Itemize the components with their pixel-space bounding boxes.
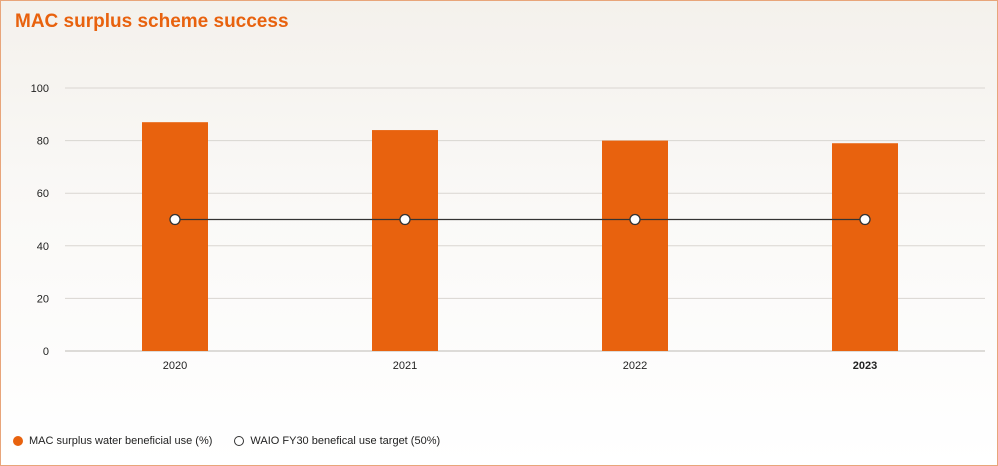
bar-2023[interactable]: [832, 143, 898, 351]
legend-label-target: WAIO FY30 benefical use target (50%): [250, 435, 441, 447]
y-tick-label: 40: [37, 241, 49, 253]
legend-label-beneficial-use: MAC surplus water beneficial use (%): [29, 435, 213, 447]
target-line-series: [169, 213, 871, 226]
x-tick-label: 2022: [623, 360, 647, 372]
x-tick-label: 2021: [393, 360, 417, 372]
legend-item-beneficial-use[interactable]: MAC surplus water beneficial use (%): [13, 435, 212, 447]
axis-labels: 0 20 40 60 80 100 2020 2021 2022 2023: [31, 83, 878, 372]
legend-hollow-circle-icon: [234, 436, 245, 446]
x-tick-label: 2020: [163, 360, 187, 372]
chart-title: MAC surplus scheme success: [15, 11, 289, 32]
y-tick-label: 20: [37, 293, 49, 305]
y-tick-label: 0: [43, 346, 49, 358]
y-tick-label: 100: [31, 83, 49, 95]
target-point-2021[interactable]: [399, 213, 411, 226]
legend-item-target[interactable]: WAIO FY30 benefical use target (50%): [234, 435, 440, 447]
bar-2022[interactable]: [602, 140, 668, 351]
target-point-2022[interactable]: [629, 213, 641, 226]
grid-lines: [65, 87, 985, 352]
target-point-2023[interactable]: [859, 213, 871, 226]
y-tick-label: 60: [37, 188, 49, 200]
bars: [142, 122, 898, 351]
x-tick-label: 2023: [853, 360, 877, 372]
legend-filled-circle-icon: [13, 436, 23, 446]
target-point-2020[interactable]: [169, 213, 181, 226]
bar-chart: 0 20 40 60 80 100 2020 2021 2022 2023: [31, 83, 985, 372]
bar-2020[interactable]: [142, 122, 208, 351]
legend: MAC surplus water beneficial use (%) WAI…: [13, 435, 462, 447]
y-tick-label: 80: [37, 136, 49, 148]
bar-2021[interactable]: [372, 130, 438, 351]
